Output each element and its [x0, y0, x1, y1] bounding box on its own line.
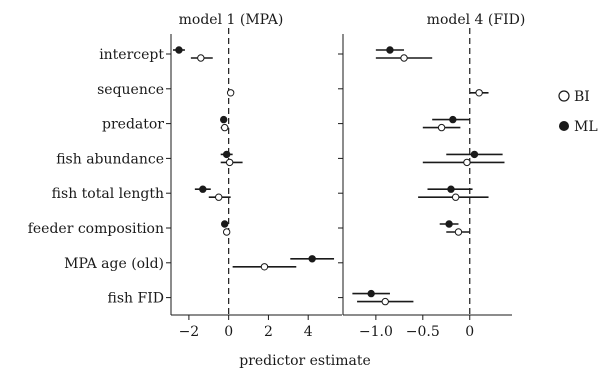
bi-point [226, 89, 235, 97]
panel-title-model1: model 1 (MPA) [179, 12, 284, 28]
ml-point [199, 185, 207, 193]
ml-point [367, 289, 375, 298]
category-label: fish abundance [56, 151, 164, 167]
ml-point [470, 150, 479, 159]
legend: BI ML [558, 89, 598, 135]
bi-point [197, 54, 205, 62]
x-tick-label: 0 [224, 324, 233, 340]
ml-point [445, 220, 453, 228]
ml-point [222, 150, 231, 159]
category-label: feeder composition [28, 221, 164, 237]
x-tick-label: −0.5 [406, 324, 440, 340]
ml-point [308, 255, 316, 263]
x-tick-label: −2 [179, 324, 200, 340]
x-axis-label: predictor estimate [239, 353, 371, 369]
bi-point [260, 263, 269, 271]
bi-point [381, 297, 389, 306]
ml-point [449, 115, 457, 124]
category-label: fish total length [52, 186, 164, 202]
bi-point [225, 158, 234, 167]
bi-point [220, 123, 229, 132]
bi-point [451, 193, 460, 201]
bi-point [463, 158, 471, 167]
bi-point [222, 228, 231, 236]
bi-point [437, 123, 446, 132]
legend-label-bi: BI [574, 89, 590, 105]
ml-point [386, 46, 394, 54]
x-tick-label: −1.0 [359, 324, 393, 340]
x-tick-label: 0 [465, 324, 474, 340]
legend-marker-ml [559, 121, 569, 131]
legend-marker-bi [558, 90, 570, 102]
x-tick-label: 4 [304, 324, 313, 340]
category-label: fish FID [108, 291, 164, 307]
ml-point [220, 220, 229, 228]
category-label: predator [102, 117, 164, 133]
category-label: sequence [97, 82, 164, 98]
bi-point [454, 228, 463, 236]
ml-point [447, 185, 455, 193]
bi-point [400, 54, 408, 62]
category-label: intercept [99, 47, 164, 63]
panel-title-model4: model 4 (FID) [427, 12, 526, 28]
ml-point [175, 46, 183, 54]
bi-point [215, 193, 223, 201]
category-label: MPA age (old) [64, 256, 164, 272]
legend-label-ml: ML [574, 119, 598, 135]
x-tick-label: 2 [264, 324, 273, 340]
bi-point [475, 89, 483, 97]
ml-point [219, 115, 228, 124]
